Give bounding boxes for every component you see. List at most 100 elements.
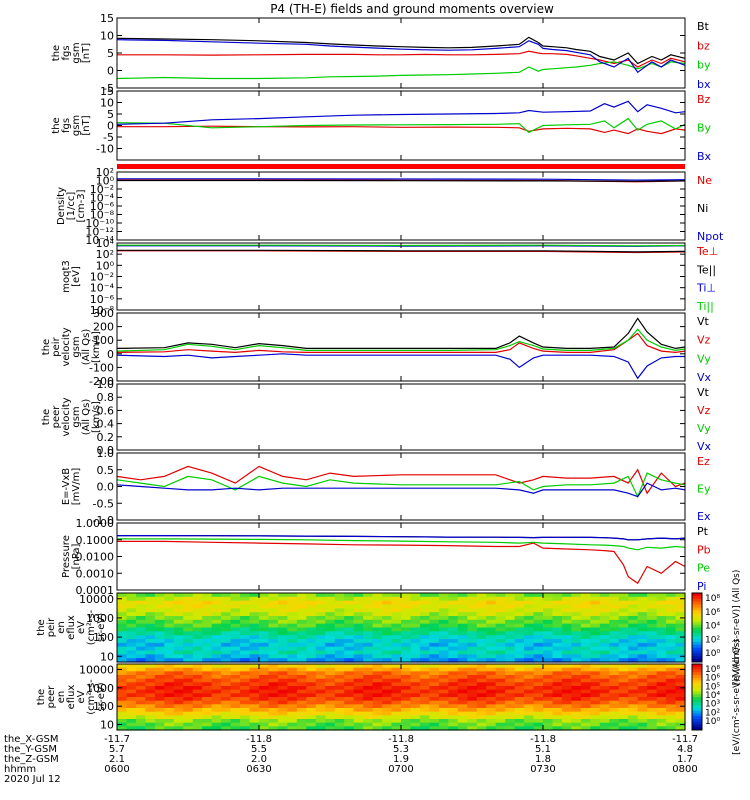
spectrogram-cell: [533, 726, 544, 731]
spectrogram-cell: [419, 619, 430, 625]
spectrogram-cell: [599, 682, 610, 687]
spectrogram-cell: [618, 642, 629, 648]
spectrogram-cell: [249, 593, 260, 598]
spectrogram-cell: [628, 627, 639, 632]
spectrogram-cell: [173, 646, 184, 652]
spectrogram-cell: [666, 593, 677, 598]
spectrogram-cell: [363, 678, 374, 683]
spectrogram-cell: [382, 697, 393, 702]
spectrogram-cell: [571, 650, 582, 655]
spectrogram-cell: [230, 686, 241, 691]
spectrogram-cell: [495, 612, 506, 617]
spectrogram-cell: [467, 631, 478, 636]
spectrogram-cell: [457, 608, 468, 613]
spectrogram-cell: [505, 667, 516, 672]
spectrogram-cell: [438, 697, 449, 702]
legend-entry: Vy: [697, 422, 711, 435]
spectrogram-cell: [514, 686, 525, 691]
spectrogram-cell: [438, 593, 449, 598]
spectrogram-cell: [211, 646, 222, 652]
spectrogram-cell: [552, 693, 563, 698]
spectrogram-cell: [647, 658, 658, 663]
spectrogram-cell: [249, 726, 260, 731]
spectrogram-cell: [126, 693, 137, 698]
spectrogram-cell: [391, 682, 402, 687]
spectrogram-cell: [543, 608, 554, 613]
legend-entry: Vz: [697, 334, 711, 347]
colorbar-cell: [692, 647, 702, 652]
spectrogram-cell: [353, 722, 364, 727]
spectrogram-cell: [353, 682, 364, 687]
spectrogram-cell: [666, 658, 677, 663]
spectrogram-cell: [609, 650, 620, 655]
spectrogram-cell: [145, 631, 156, 636]
spectrogram-cell: [382, 639, 393, 644]
spectrogram-cell: [618, 616, 629, 621]
spectrogram-cell: [552, 719, 563, 724]
spectrogram-cell: [637, 664, 648, 669]
spectrogram-cell: [495, 711, 506, 716]
spectrogram-cell: [618, 678, 629, 683]
spectrogram-cell: [135, 627, 146, 632]
spectrogram-cell: [372, 664, 383, 669]
spectrogram-cell: [164, 675, 175, 680]
spectrogram-cell: [666, 639, 677, 644]
spectrogram-cell: [552, 631, 563, 636]
spectrogram-cell: [524, 686, 535, 691]
y-axis-label: [eV]: [71, 266, 82, 287]
spectrogram-cell: [325, 658, 336, 663]
spectrogram-cell: [533, 593, 544, 598]
spectrogram-cell: [419, 667, 430, 672]
spectrogram-cell: [561, 623, 572, 629]
spectrogram-cell: [618, 693, 629, 698]
spectrogram-cell: [552, 604, 563, 609]
spectrogram-cell: [401, 682, 412, 687]
x-annotation-value: 1.9: [393, 754, 409, 765]
spectrogram-cell: [372, 642, 383, 648]
spectrogram-cell: [514, 654, 525, 659]
spectrogram-cell: [296, 612, 307, 617]
spectrogram-cell: [495, 671, 506, 676]
spectrogram-cell: [609, 682, 620, 687]
series-line-green: [116, 117, 686, 134]
spectrogram-cell: [192, 639, 203, 644]
spectrogram-cell: [391, 619, 402, 625]
spectrogram-cell: [154, 623, 165, 629]
spectrogram-cell: [628, 700, 639, 705]
spectrogram-cell: [457, 700, 468, 705]
spectrogram-cell: [240, 608, 251, 613]
spectrogram-cell: [325, 675, 336, 680]
spectrogram-cell: [457, 612, 468, 617]
spectrogram-cell: [249, 631, 260, 636]
spectrogram-cell: [438, 675, 449, 680]
spectrogram-cell: [391, 700, 402, 705]
spectrogram-cell: [259, 675, 270, 680]
spectrogram-cell: [514, 619, 525, 625]
spectrogram-cell: [675, 689, 686, 694]
spectrogram-cell: [221, 642, 232, 648]
spectrogram-cell: [183, 608, 194, 613]
spectrogram-cell: [476, 715, 487, 720]
spectrogram-cell: [448, 722, 459, 727]
spectrogram-cell: [183, 700, 194, 705]
spectrogram-cell: [211, 635, 222, 640]
spectrogram-cell: [315, 646, 326, 652]
spectrogram-cell: [230, 726, 241, 731]
spectrogram-cell: [666, 711, 677, 716]
spectrogram-cell: [647, 693, 658, 698]
spectrogram-cell: [505, 664, 516, 669]
spectrogram-cell: [344, 658, 355, 663]
spectrogram-cell: [372, 593, 383, 598]
spectrogram-cell: [259, 616, 270, 621]
y-axis-label: [nT]: [81, 115, 92, 135]
colorbar-cell: [692, 636, 702, 640]
spectrogram-cell: [240, 646, 251, 652]
spectrogram-cell: [410, 678, 421, 683]
spectrogram-cell: [543, 593, 554, 598]
colorbar-cell: [692, 669, 702, 673]
spectrogram-cell: [296, 689, 307, 694]
spectrogram-cell: [287, 719, 298, 724]
spectrogram-cell: [580, 675, 591, 680]
spectrogram-cell: [306, 627, 317, 632]
